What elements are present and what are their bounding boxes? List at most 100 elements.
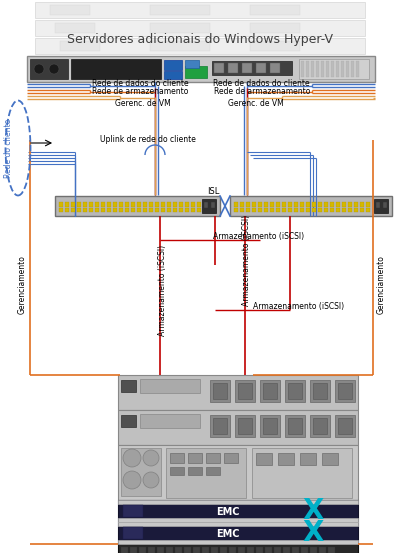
Bar [95,208,99,212]
Bar [161,208,165,212]
Bar [260,380,280,402]
Bar [131,202,135,207]
Bar [235,380,255,402]
Bar [204,202,208,208]
Bar [137,202,141,207]
Text: Gerenc. de VM: Gerenc. de VM [115,98,171,107]
Bar [185,208,189,212]
Bar [77,202,81,207]
Bar [197,208,201,212]
Text: Rede de dados do cliente: Rede de dados do cliente [92,79,188,87]
Bar [71,59,161,79]
Bar [150,5,210,15]
Bar [184,547,191,553]
Bar [166,448,246,498]
Bar [118,445,358,500]
Bar [246,202,250,207]
Bar [164,60,182,70]
Bar [167,202,171,207]
Bar [306,208,310,212]
Bar [342,202,346,207]
Bar [288,418,302,434]
Bar [121,415,136,427]
Bar [140,379,200,393]
Bar [360,208,364,212]
Bar [230,196,392,216]
Bar [319,547,326,553]
Text: Uplink de rede do cliente: Uplink de rede do cliente [100,135,196,144]
Bar [202,547,209,553]
Bar [294,208,298,212]
Bar [234,208,238,212]
Bar [121,547,128,553]
Bar [118,375,358,410]
Text: Rede de dados do cliente: Rede de dados do cliente [213,79,310,87]
Bar [27,56,375,82]
Bar [376,202,380,208]
Bar [113,202,117,207]
Bar [292,547,299,553]
Bar [310,547,317,553]
Bar [282,208,286,212]
Bar [121,380,136,392]
Bar [366,202,370,207]
Bar [89,208,93,212]
Bar [125,202,129,207]
Text: Rede de armazenamento: Rede de armazenamento [92,87,188,97]
Bar [118,500,358,504]
Bar [330,208,334,212]
Bar [276,208,280,212]
Text: X: X [302,519,324,547]
Bar [288,208,292,212]
Bar [288,383,302,399]
Bar [311,61,314,77]
Bar [65,208,69,212]
Bar [256,63,266,73]
Bar [118,522,358,526]
Bar [264,202,268,207]
Bar [191,202,195,207]
Text: Servidores adicionais do Windows Hyper-V: Servidores adicionais do Windows Hyper-V [67,34,333,46]
Text: Gerenciamento: Gerenciamento [18,255,26,315]
Bar [197,202,201,207]
Bar [313,418,327,434]
Bar [310,415,330,437]
Bar [356,61,359,77]
Bar [326,61,329,77]
Circle shape [123,471,141,489]
Bar [50,5,90,15]
Bar [374,199,388,213]
Text: Armazenamento (iSCSI): Armazenamento (iSCSI) [213,232,304,242]
Bar [121,448,161,496]
Bar [35,20,365,36]
Bar [185,66,207,78]
Bar [212,61,292,75]
Bar [149,202,153,207]
Bar [119,202,123,207]
Bar [167,208,171,212]
Text: Armazenamento (iSCSI): Armazenamento (iSCSI) [158,244,166,336]
Bar [179,208,183,212]
Bar [118,518,358,522]
Text: Rede do cliente: Rede do cliente [4,118,14,178]
Bar [173,202,177,207]
Bar [328,547,335,553]
Bar [238,418,252,434]
Bar [285,415,305,437]
Bar [299,59,369,79]
Circle shape [34,64,44,74]
Text: ISL: ISL [207,187,219,196]
Bar [336,208,340,212]
Bar [143,202,147,207]
Bar [185,202,189,207]
Bar [118,500,358,522]
Bar [175,547,182,553]
Bar [188,467,202,475]
Bar [282,202,286,207]
Bar [246,208,250,212]
Bar [179,202,183,207]
Bar [113,208,117,212]
Bar [71,202,75,207]
Bar [312,208,316,212]
Bar [250,5,300,15]
